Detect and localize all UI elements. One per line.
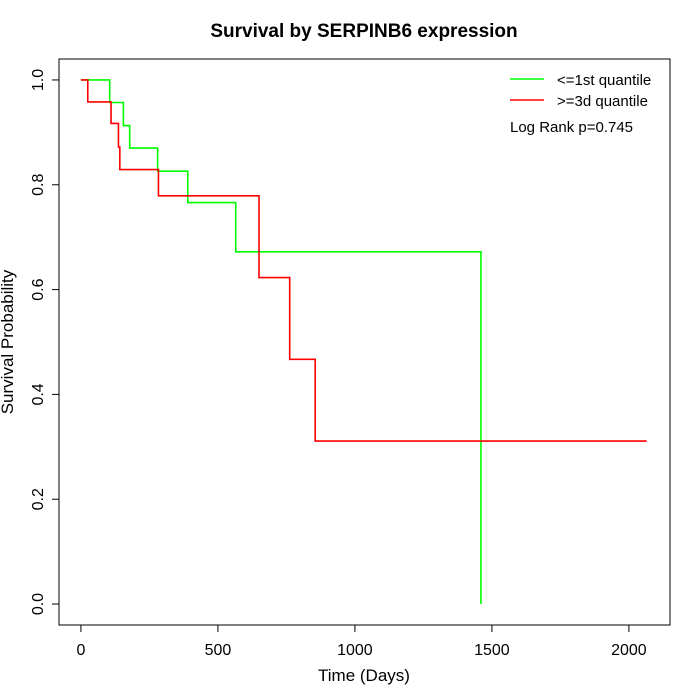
series-line-high-quantile [80,79,647,442]
series-layer [80,79,647,605]
y-axis: 0.0 0.2 0.4 0.6 0.8 1.0 [30,69,60,615]
legend: <=1st quantile >=3d quantile Log Rank p=… [510,72,651,136]
y-tick-label: 0.0 [30,593,47,615]
x-tick-label: 0 [76,642,85,659]
log-rank-annotation: Log Rank p=0.745 [510,119,633,136]
x-axis-label: Time (Days) [318,666,410,685]
y-tick-label: 0.2 [30,488,47,510]
x-tick-label: 500 [205,642,232,659]
x-axis: 0 500 1000 1500 2000 [76,624,647,659]
x-tick-label: 1000 [337,642,373,659]
plot-frame [58,58,671,626]
x-tick-label: 2000 [611,642,647,659]
y-tick-label: 0.8 [30,174,47,196]
y-tick-label: 1.0 [30,69,47,91]
x-tick-label: 1500 [474,642,510,659]
y-axis-label: Survival Probability [0,269,17,414]
series-line-low-quantile [80,79,482,605]
chart-title: Survival by SERPINB6 expression [210,21,517,42]
y-tick-label: 0.4 [30,383,47,405]
legend-label-low: <=1st quantile [557,72,651,89]
y-tick-label: 0.6 [30,278,47,300]
legend-label-high: >=3d quantile [557,93,648,110]
